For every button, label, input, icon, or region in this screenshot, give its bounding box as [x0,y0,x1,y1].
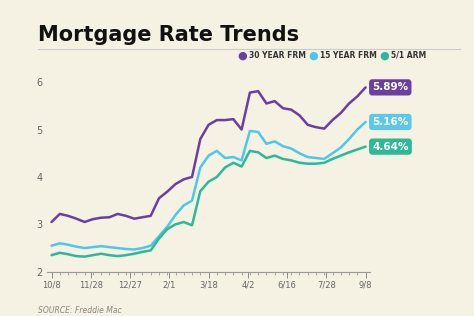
Text: 5/1 ARM: 5/1 ARM [391,51,426,60]
Text: 5.16%: 5.16% [372,117,409,127]
Text: ●: ● [379,50,389,60]
Text: 5.89%: 5.89% [372,82,408,92]
Text: Mortgage Rate Trends: Mortgage Rate Trends [38,25,299,45]
Text: 4.64%: 4.64% [372,142,409,152]
Text: ●: ● [308,50,318,60]
Text: 15 YEAR FRM: 15 YEAR FRM [320,51,377,60]
Text: 30 YEAR FRM: 30 YEAR FRM [249,51,306,60]
Text: ●: ● [237,50,247,60]
Text: SOURCE: Freddie Mac: SOURCE: Freddie Mac [38,306,122,315]
